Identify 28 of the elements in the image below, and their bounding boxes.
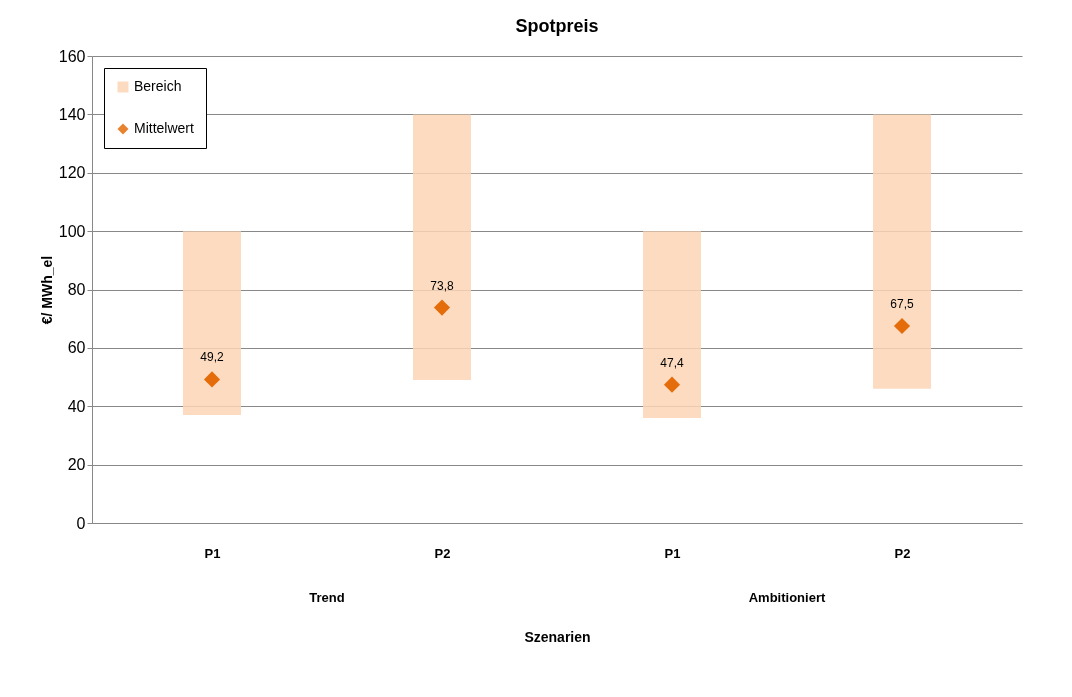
data-label: 73,8: [430, 278, 454, 293]
y-tick-label: 20: [67, 456, 86, 474]
y-tick-label: 0: [76, 514, 86, 532]
legend-label: Bereich: [134, 78, 182, 94]
x-tick-label: P2: [894, 545, 911, 561]
data-label: 47,4: [660, 355, 684, 370]
y-axis-title: €/ MWh_el: [38, 255, 55, 325]
y-tick-label: 40: [67, 397, 86, 415]
text: Trend: [309, 590, 345, 605]
y-tick-label: 80: [67, 281, 86, 298]
point: [203, 371, 221, 388]
point: [663, 376, 681, 393]
y-tick-label: 100: [58, 222, 86, 240]
y-tick-label: 60: [67, 339, 86, 357]
legend-label: Mittelwert: [134, 120, 195, 136]
x-tick-label: P2: [434, 545, 451, 561]
x-tick-label: P1: [664, 545, 681, 561]
point: [433, 299, 451, 316]
y-tick-label: 140: [58, 105, 86, 123]
point: [893, 317, 911, 335]
chart-title: Spotpreis: [515, 16, 599, 36]
data-label: 67,5: [890, 296, 914, 311]
text: Ambitioniert: [748, 590, 826, 605]
y-tick-label: 160: [58, 47, 86, 65]
x-tick-label: P1: [204, 545, 221, 561]
data-label: 49,2: [200, 350, 224, 365]
y-tick-label: 120: [58, 164, 86, 182]
x-axis-title: Szenarien: [524, 628, 591, 645]
